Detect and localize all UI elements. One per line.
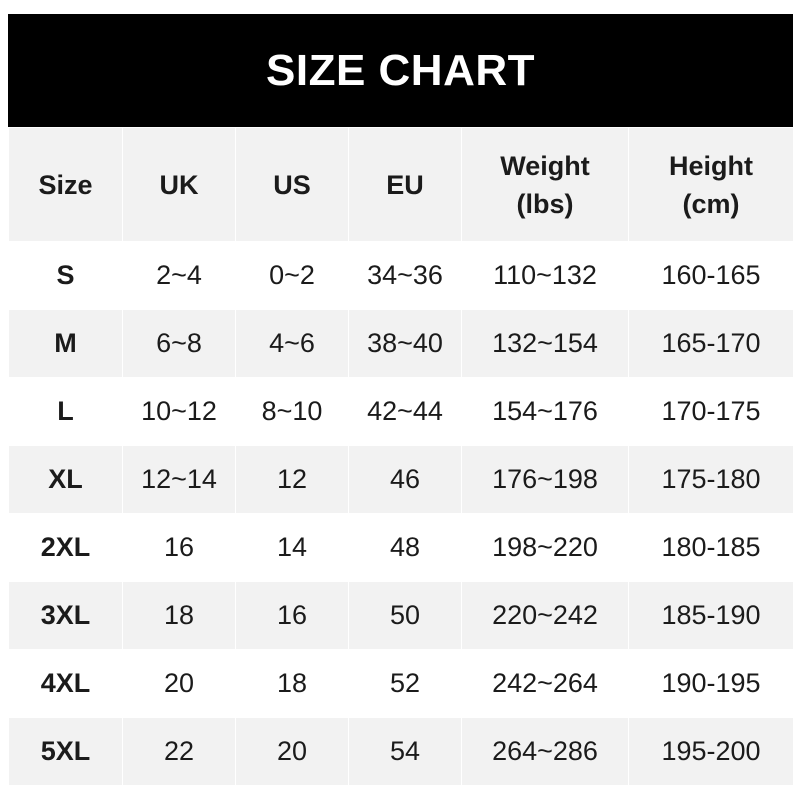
cell-height: 165-170 <box>628 309 794 378</box>
cell-us: 12 <box>235 445 349 514</box>
cell-uk: 16 <box>122 513 236 582</box>
size-chart-title: SIZE CHART <box>8 14 793 127</box>
cell-us: 0~2 <box>235 241 349 310</box>
cell-weight: 264~286 <box>461 717 629 786</box>
column-header-weight: Weight (lbs) <box>461 127 629 242</box>
cell-size: M <box>8 309 123 378</box>
column-header-us: US <box>235 127 349 242</box>
header-line: Weight <box>500 150 590 181</box>
cell-uk: 2~4 <box>122 241 236 310</box>
table-row: L 10~12 8~10 42~44 154~176 170-175 <box>8 377 794 446</box>
header-line: US <box>273 169 311 200</box>
cell-uk: 10~12 <box>122 377 236 446</box>
column-header-eu: EU <box>348 127 462 242</box>
cell-eu: 38~40 <box>348 309 462 378</box>
cell-size: 4XL <box>8 649 123 718</box>
table-row: XL 12~14 12 46 176~198 175-180 <box>8 445 794 514</box>
table-row: M 6~8 4~6 38~40 132~154 165-170 <box>8 309 794 378</box>
cell-size: L <box>8 377 123 446</box>
cell-eu: 48 <box>348 513 462 582</box>
cell-weight: 110~132 <box>461 241 629 310</box>
cell-eu: 54 <box>348 717 462 786</box>
cell-weight: 176~198 <box>461 445 629 514</box>
cell-us: 14 <box>235 513 349 582</box>
cell-size: 3XL <box>8 581 123 650</box>
header-line: Size <box>38 169 93 200</box>
cell-uk: 6~8 <box>122 309 236 378</box>
cell-uk: 20 <box>122 649 236 718</box>
cell-weight: 154~176 <box>461 377 629 446</box>
cell-eu: 52 <box>348 649 462 718</box>
cell-us: 18 <box>235 649 349 718</box>
header-line: EU <box>386 169 424 200</box>
cell-eu: 34~36 <box>348 241 462 310</box>
header-line: (lbs) <box>516 188 574 219</box>
table-row: 4XL 20 18 52 242~264 190-195 <box>8 649 794 718</box>
cell-eu: 46 <box>348 445 462 514</box>
header-line: Height <box>669 150 753 181</box>
cell-weight: 242~264 <box>461 649 629 718</box>
cell-height: 195-200 <box>628 717 794 786</box>
cell-size: 5XL <box>8 717 123 786</box>
cell-us: 20 <box>235 717 349 786</box>
cell-uk: 18 <box>122 581 236 650</box>
column-header-height: Height (cm) <box>628 127 794 242</box>
header-line: UK <box>159 169 199 200</box>
cell-us: 16 <box>235 581 349 650</box>
table-row: 5XL 22 20 54 264~286 195-200 <box>8 717 794 786</box>
cell-uk: 22 <box>122 717 236 786</box>
column-header-uk: UK <box>122 127 236 242</box>
cell-weight: 220~242 <box>461 581 629 650</box>
table-row: 2XL 16 14 48 198~220 180-185 <box>8 513 794 582</box>
cell-height: 170-175 <box>628 377 794 446</box>
cell-size: S <box>8 241 123 310</box>
header-row: Size UK US EU Weight (lbs) Height (cm) <box>8 127 794 242</box>
size-chart-table: Size UK US EU Weight (lbs) Height (cm) S 2~4 0~2 3… <box>8 127 794 786</box>
cell-uk: 12~14 <box>122 445 236 514</box>
cell-height: 160-165 <box>628 241 794 310</box>
cell-height: 175-180 <box>628 445 794 514</box>
cell-weight: 132~154 <box>461 309 629 378</box>
cell-size: XL <box>8 445 123 514</box>
cell-height: 185-190 <box>628 581 794 650</box>
cell-size: 2XL <box>8 513 123 582</box>
table-row: 3XL 18 16 50 220~242 185-190 <box>8 581 794 650</box>
cell-weight: 198~220 <box>461 513 629 582</box>
cell-us: 4~6 <box>235 309 349 378</box>
cell-us: 8~10 <box>235 377 349 446</box>
column-header-size: Size <box>8 127 123 242</box>
cell-height: 180-185 <box>628 513 794 582</box>
header-line: (cm) <box>682 188 740 219</box>
table-row: S 2~4 0~2 34~36 110~132 160-165 <box>8 241 794 310</box>
cell-eu: 50 <box>348 581 462 650</box>
cell-height: 190-195 <box>628 649 794 718</box>
cell-eu: 42~44 <box>348 377 462 446</box>
